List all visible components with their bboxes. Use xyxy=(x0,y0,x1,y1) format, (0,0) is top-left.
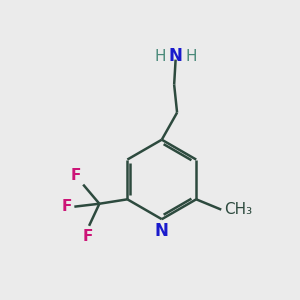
Text: H: H xyxy=(154,49,166,64)
Text: F: F xyxy=(82,229,93,244)
Text: F: F xyxy=(70,168,81,183)
Text: N: N xyxy=(155,221,169,239)
Text: F: F xyxy=(61,199,72,214)
Text: CH₃: CH₃ xyxy=(224,202,252,217)
Text: H: H xyxy=(185,49,197,64)
Text: N: N xyxy=(169,47,183,65)
